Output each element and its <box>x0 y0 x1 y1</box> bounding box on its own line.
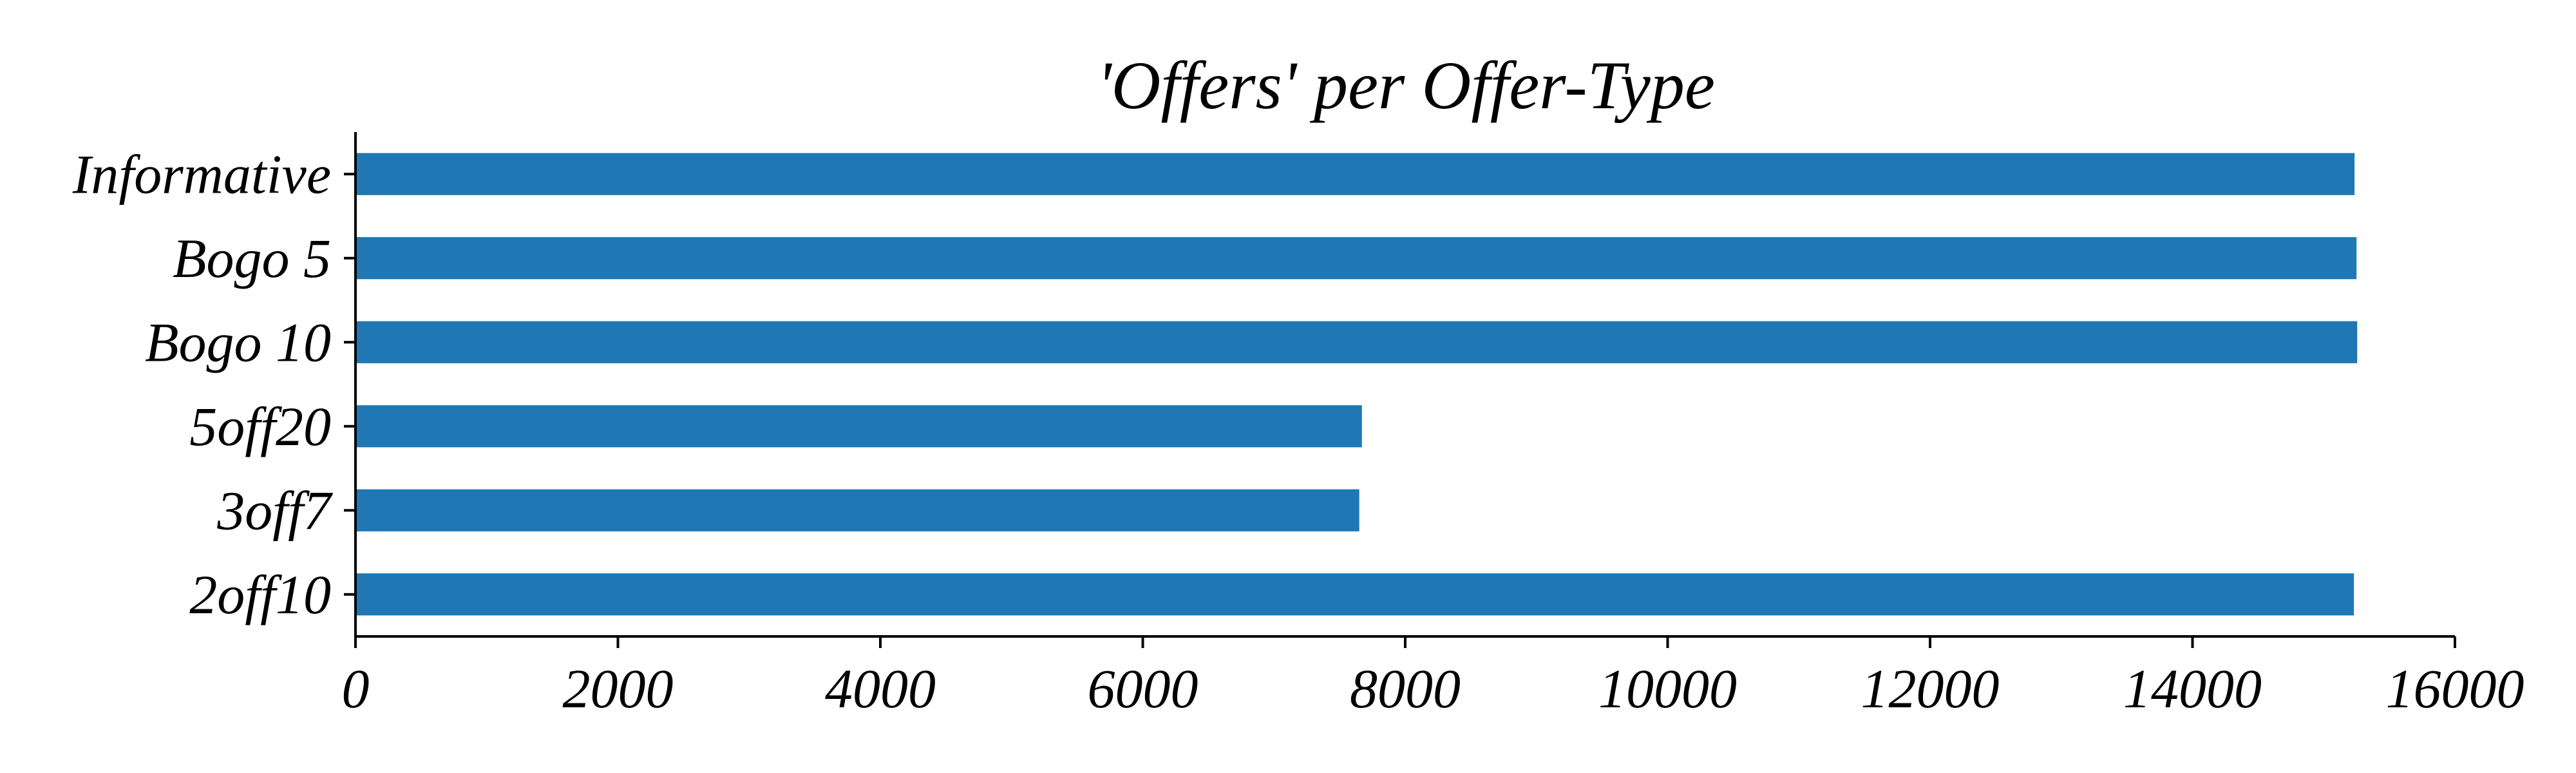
y-tick-label-bogo-10: Bogo 10 <box>145 311 331 373</box>
x-tick-label-10000: 10000 <box>1598 658 1737 720</box>
x-tick-label-6000: 6000 <box>1088 658 1198 720</box>
x-tick-label-14000: 14000 <box>2123 658 2262 720</box>
bar-informative <box>355 153 2355 195</box>
chart-title: 'Offers' per Offer-Type <box>1097 48 1715 123</box>
y-axis: 2off10 3off7 5off20 Bogo 10 Bogo 5 Informativ… <box>72 132 357 636</box>
y-tick-label-5off20: 5off20 <box>189 396 331 457</box>
x-tick-label-0: 0 <box>342 658 370 720</box>
x-axis: 0 2000 4000 6000 8000 10000 12000 14000 16000 <box>342 635 2524 720</box>
bar-bogo-5 <box>355 237 2357 280</box>
x-tick-label-4000: 4000 <box>825 658 936 720</box>
y-tick-label-3off7: 3off7 <box>216 479 333 541</box>
y-tick-label-informative: Informative <box>72 143 331 205</box>
x-tick-label-16000: 16000 <box>2386 658 2524 720</box>
x-tick-label-8000: 8000 <box>1350 658 1461 720</box>
bar-5off20 <box>355 405 1362 448</box>
y-tick-label-2off10: 2off10 <box>189 564 331 625</box>
x-tick-label-2000: 2000 <box>563 658 674 720</box>
x-tick-label-12000: 12000 <box>1861 658 2000 720</box>
bars-group <box>355 153 2358 616</box>
bar-2off10 <box>355 573 2354 616</box>
bar-3off7 <box>355 489 1359 531</box>
bar-bogo-10 <box>355 321 2358 363</box>
y-tick-label-bogo-5: Bogo 5 <box>173 227 331 289</box>
